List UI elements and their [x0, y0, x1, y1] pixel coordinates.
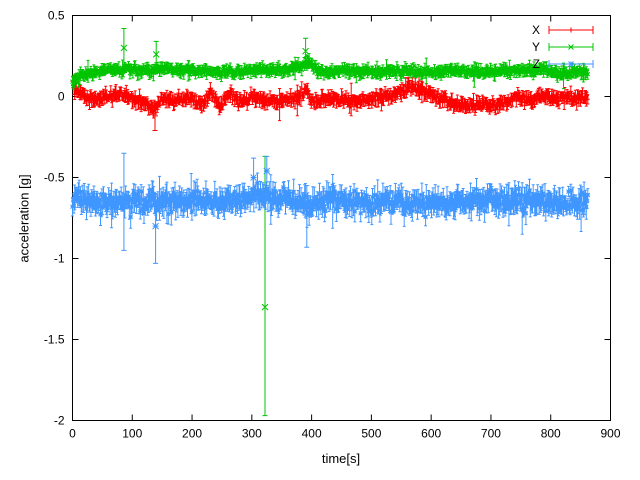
y-tick-label: -2 — [54, 414, 65, 428]
y-tick-label: -0.5 — [44, 171, 65, 185]
x-tick-label: 300 — [242, 427, 262, 441]
legend-entry-Y: Y — [532, 40, 594, 54]
legend-label-Y: Y — [532, 40, 540, 54]
series-Y-errorbars — [71, 28, 590, 417]
x-tick-label: 700 — [481, 427, 501, 441]
y-tick-label: -1 — [54, 252, 65, 266]
x-tick-label: 100 — [122, 427, 142, 441]
plot-border — [72, 15, 611, 421]
y-axis-label: acceleration [g] — [16, 174, 32, 263]
y-tick-label: 0.5 — [48, 9, 65, 23]
series-Z-markers — [70, 167, 591, 230]
x-tick-label: 400 — [302, 427, 322, 441]
x-tick-label: 900 — [600, 427, 620, 441]
legend-sample-marker — [568, 44, 574, 50]
legend-sample-marker — [568, 61, 574, 67]
x-tick-label: 200 — [182, 427, 202, 441]
x-tick-label: 500 — [361, 427, 381, 441]
x-axis-label: time[s] — [321, 451, 361, 466]
legend-entry-X: X — [532, 23, 594, 37]
series-Y-markers — [70, 44, 591, 311]
y-tick-label: 0 — [58, 90, 65, 104]
legend-label-X: X — [532, 23, 540, 37]
x-tick-label: 0 — [69, 427, 76, 441]
legend-sample-marker — [568, 27, 574, 33]
legend-label-Z: Z — [533, 57, 540, 71]
x-tick-label: 600 — [421, 427, 441, 441]
legend-entry-Z: Z — [533, 57, 594, 71]
x-tick-label: 800 — [541, 427, 561, 441]
y-tick-label: -1.5 — [44, 333, 65, 347]
